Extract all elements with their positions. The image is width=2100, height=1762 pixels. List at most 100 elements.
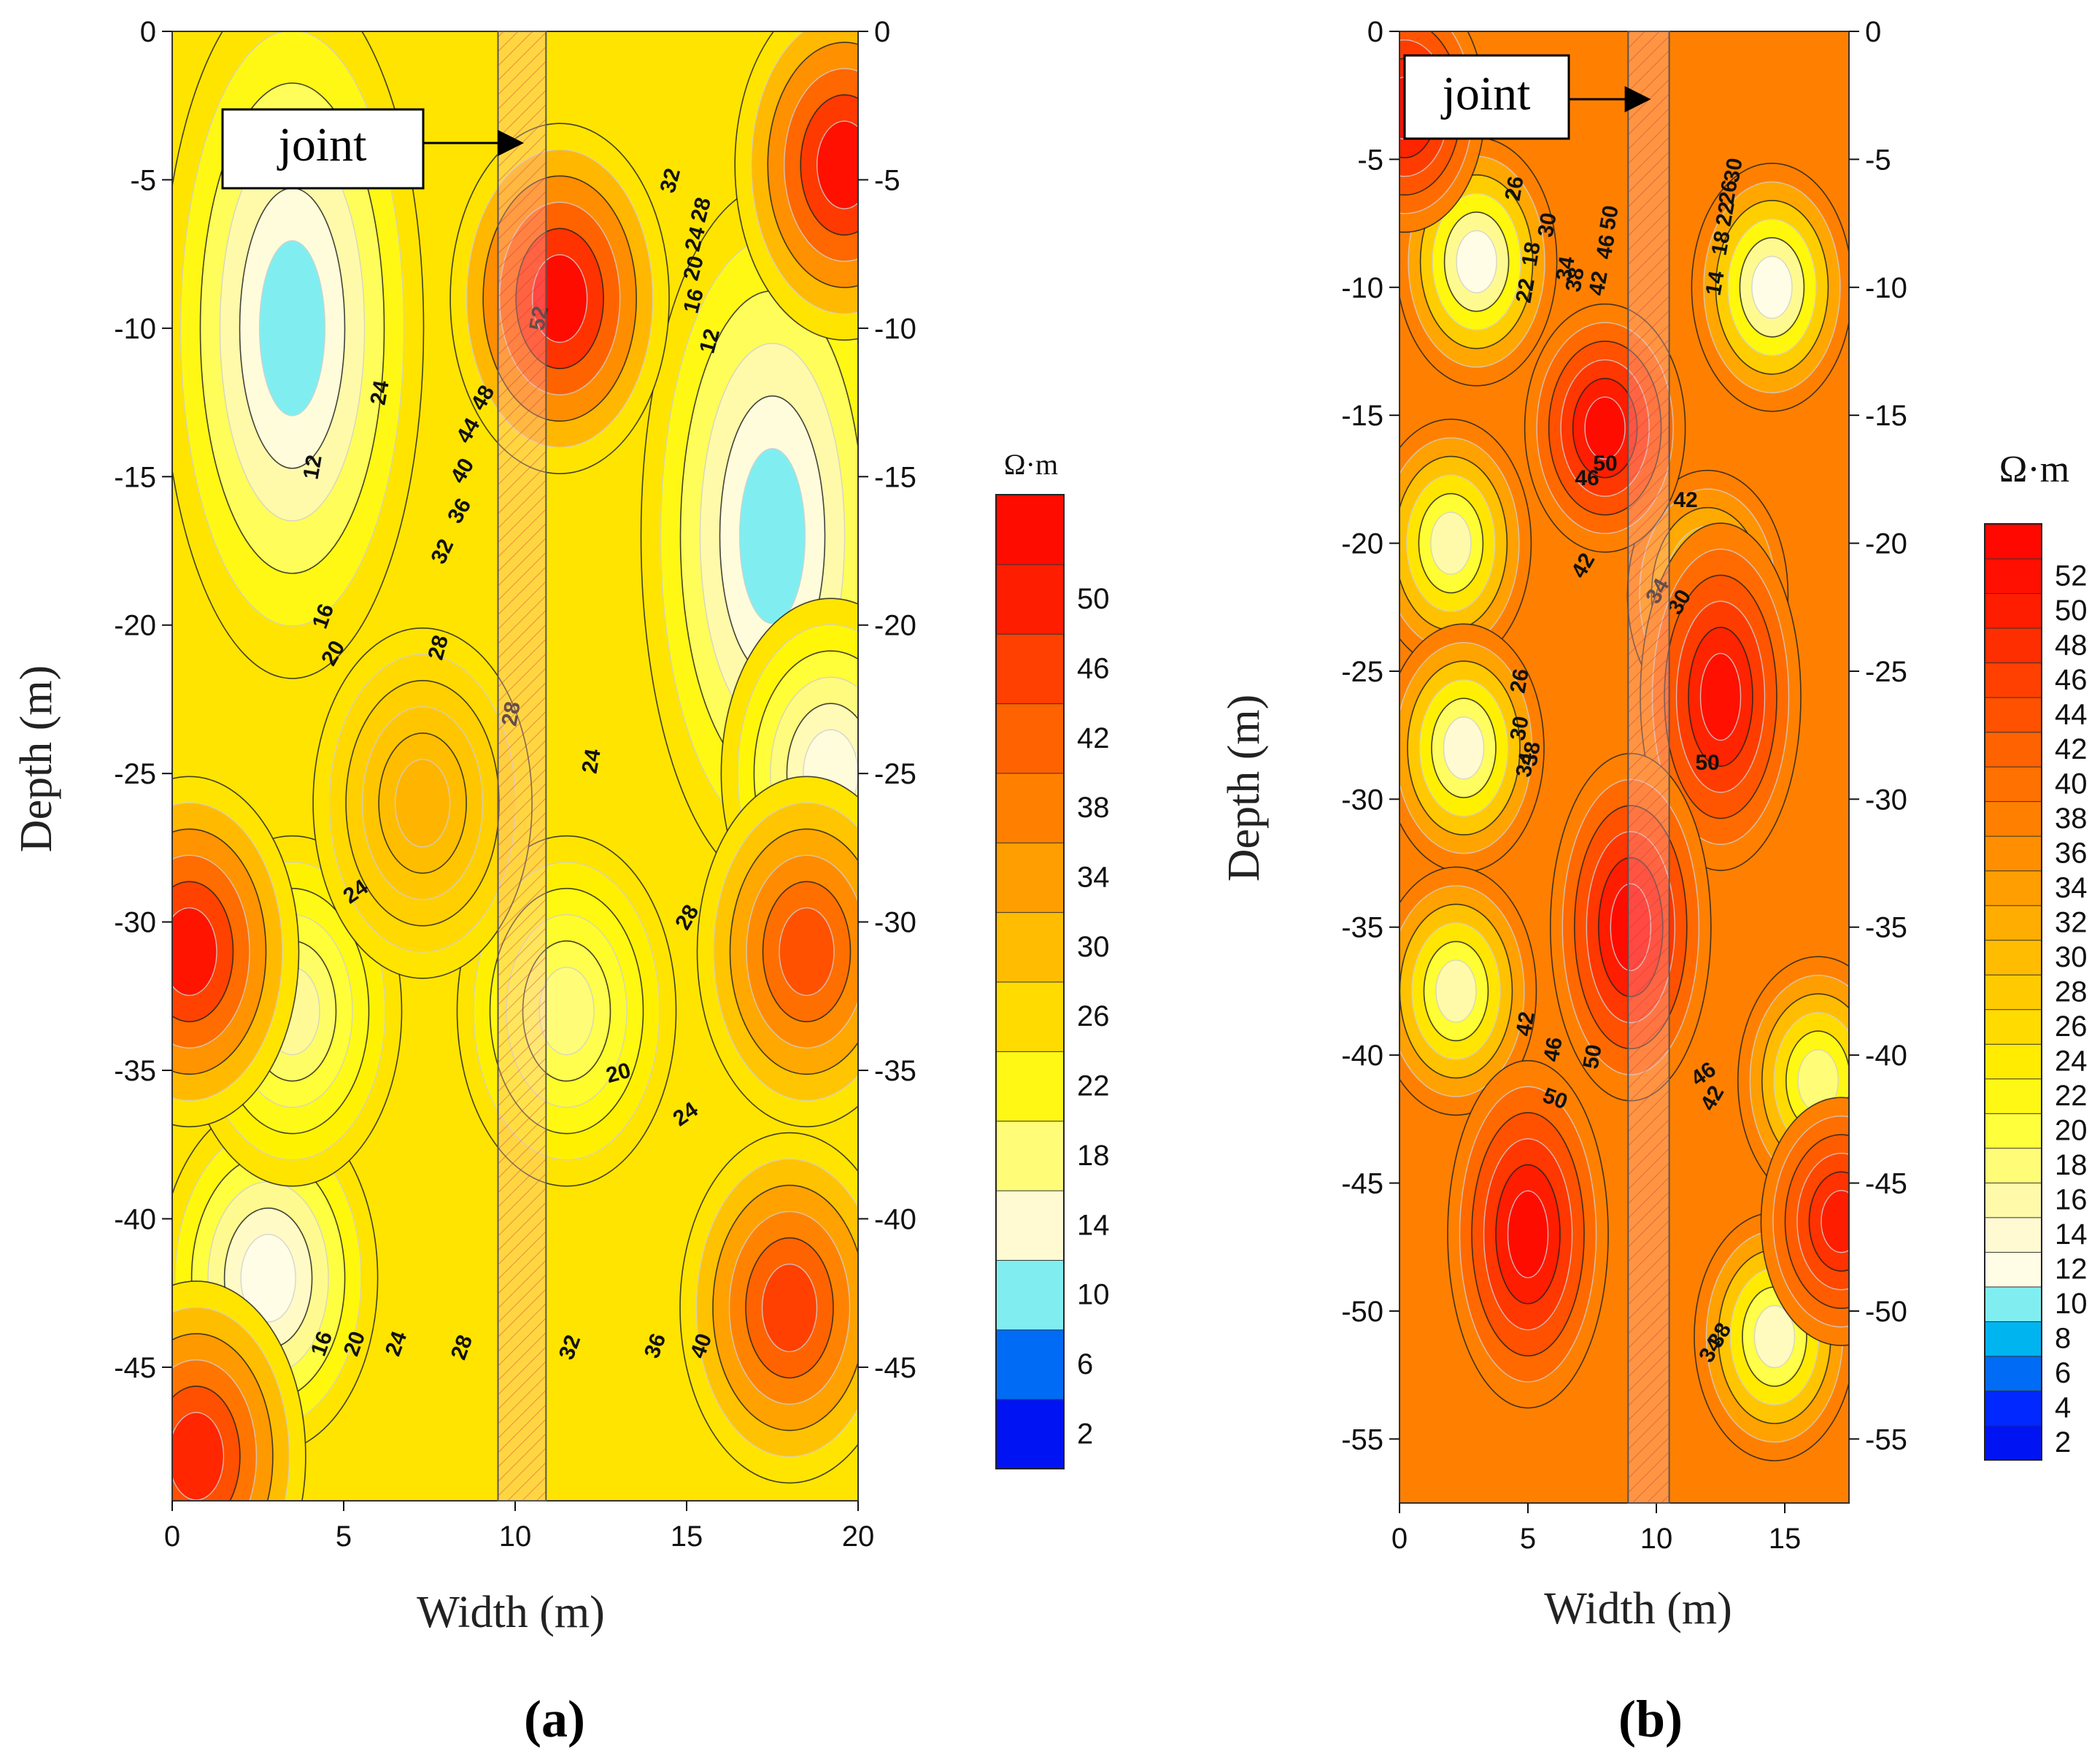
contour-ring — [1430, 511, 1472, 575]
contour-label: 26 — [1714, 178, 1742, 206]
colorbar-tick-label: 32 — [2055, 906, 2088, 938]
colorbar-band — [1984, 662, 2042, 698]
region-low — [1400, 418, 1532, 668]
contour-ring — [738, 447, 806, 625]
colorbar-tick-label: 46 — [1077, 652, 1110, 684]
region-low — [1400, 866, 1537, 1116]
y-tick-label-left: 0 — [140, 16, 156, 48]
colorbar-band — [1984, 1216, 2042, 1253]
contour-label: 50 — [1595, 204, 1623, 232]
contour-ring — [1443, 716, 1485, 780]
x-tick-label: 20 — [842, 1521, 875, 1553]
colorbar-tick-label: 42 — [1077, 722, 1110, 754]
colorbar-tick-label: 2 — [2055, 1426, 2071, 1458]
region-low — [1691, 163, 1849, 412]
colorbar-band — [1984, 1043, 2042, 1080]
y-tick-label-right: -5 — [1865, 144, 1891, 176]
colorbar-band — [1984, 1182, 2042, 1218]
contour-label: 34 — [1511, 751, 1539, 779]
contour-ring — [1584, 396, 1626, 460]
x-axis-label-a: Width (m) — [417, 1588, 605, 1637]
colorbar-tick-label: 4 — [2055, 1392, 2071, 1424]
y-tick-label-right: -20 — [1865, 528, 1907, 560]
region-high — [449, 123, 670, 474]
colorbar-tick-label: 50 — [2055, 595, 2088, 627]
colorbar-tick-label: 48 — [2055, 629, 2088, 661]
region-high — [1760, 1097, 1849, 1346]
contour-label: 14 — [1701, 269, 1729, 298]
region-high — [1447, 1059, 1609, 1409]
y-tick-label-left: -10 — [114, 313, 156, 345]
contour-ring — [1435, 959, 1477, 1023]
x-tick-label: 15 — [1769, 1523, 1802, 1555]
colorbar-tick-label: 12 — [2055, 1253, 2088, 1286]
colorbar-band — [1984, 1251, 2042, 1288]
joint-zone-b: joint — [1403, 31, 1670, 1504]
contour-label: 42 — [1673, 488, 1697, 512]
y-tick-label-right: -5 — [874, 164, 900, 196]
contour-label: 42 — [1511, 1010, 1539, 1038]
panel-b: 0 0 -5 -5 -10 -10 -15 -15 -20 -20 -25 -25 -30 -30 -35 -… — [1219, 16, 2088, 1748]
colorbar-tick-label: 40 — [2055, 768, 2088, 800]
colorbar-band — [995, 981, 1065, 1052]
y-tick-label-left: -45 — [114, 1352, 156, 1384]
y-axis-label-b: Depth (m) — [1219, 695, 1269, 882]
colorbar-band — [995, 1259, 1065, 1331]
contour-ring — [779, 907, 835, 996]
colorbar-band — [1984, 766, 2042, 803]
contour-label: 38 — [1561, 266, 1588, 294]
contour-label: 46 — [1539, 1035, 1567, 1064]
y-tick-label-left: -55 — [1341, 1423, 1383, 1456]
y-tick-label-left: -30 — [1341, 784, 1383, 816]
colorbar-band — [995, 1051, 1065, 1122]
panel-label-a: (a) — [524, 1690, 585, 1748]
contour-ring — [1456, 230, 1497, 293]
colorbar-band — [995, 633, 1065, 705]
region-low — [1400, 623, 1545, 873]
region-mid — [312, 627, 533, 979]
y-tick-label-left: -35 — [1341, 912, 1383, 944]
panel-label-b: (b) — [1618, 1690, 1683, 1748]
contour-label: 12 — [298, 453, 326, 482]
contour-label: 50 — [1695, 751, 1719, 775]
colorbar-band — [1984, 1355, 2042, 1391]
colorbar-tick-label: 36 — [2055, 837, 2088, 869]
contour-label: 22 — [1511, 277, 1539, 305]
y-tick-label-right: -15 — [874, 461, 916, 493]
colorbar-tick-label: 26 — [1077, 1000, 1110, 1032]
colorbar-tick-label: 6 — [1077, 1348, 1093, 1380]
x-axis-label-b: Width (m) — [1544, 1584, 1732, 1634]
x-tick-label: 15 — [671, 1521, 703, 1553]
colorbar-band — [1984, 1113, 2042, 1149]
colorbar-tick-label: 34 — [1077, 861, 1110, 893]
colorbar-tick-label: 24 — [2055, 1046, 2088, 1078]
y-tick-label-right: -10 — [1865, 272, 1907, 304]
colorbar-tick-label: 34 — [2055, 872, 2088, 904]
y-tick-label-left: -15 — [114, 461, 156, 493]
contour-label: 42 — [1584, 269, 1612, 298]
x-tick-label: 5 — [336, 1521, 352, 1553]
colorbar-band — [1984, 731, 2042, 768]
region-high — [172, 1280, 306, 1501]
contour-label: 38 — [1517, 740, 1545, 768]
y-tick-label-right: -25 — [874, 758, 916, 790]
y-tick-label-left: -25 — [114, 758, 156, 790]
colorbar-band — [1984, 800, 2042, 837]
contour-label: 24 — [577, 747, 605, 776]
colorbar-band — [995, 563, 1065, 635]
contour-label: 34 — [1551, 255, 1579, 283]
x-tick-label: 10 — [499, 1521, 532, 1553]
colorbar-tick-label: 30 — [2055, 941, 2088, 973]
region-high — [734, 31, 858, 341]
colorbar-tick-label: 10 — [2055, 1288, 2088, 1320]
contour-label: 26 — [1505, 667, 1533, 695]
colorbar-band — [995, 772, 1065, 843]
contour-label: 50 — [1593, 452, 1617, 476]
plot-frame-b — [1399, 31, 1850, 1504]
y-tick-label-left: -40 — [1341, 1040, 1383, 1072]
colorbar-band — [995, 494, 1065, 565]
y-tick-label-right: -10 — [874, 313, 916, 345]
colorbar-unit-a: Ω·m — [1004, 448, 1058, 481]
x-tick-label: 10 — [1640, 1523, 1673, 1555]
